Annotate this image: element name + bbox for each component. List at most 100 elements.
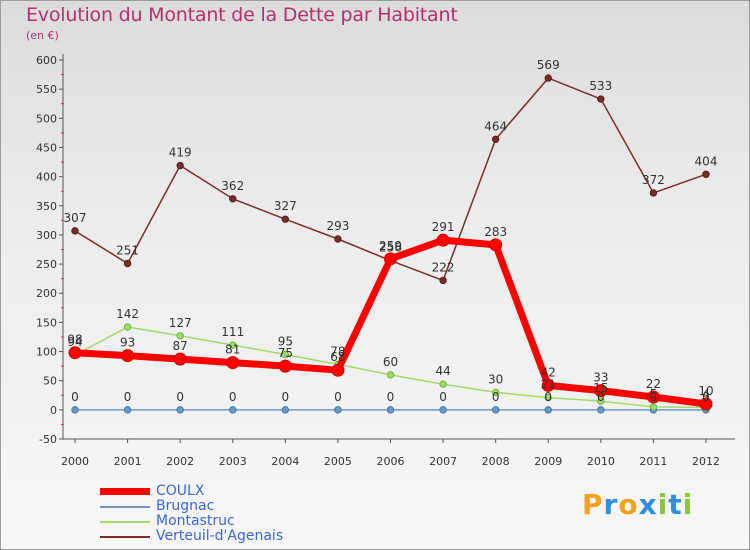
data-label: 87 xyxy=(173,339,188,353)
data-label: 256 xyxy=(379,241,402,255)
data-point xyxy=(649,403,658,411)
data-point xyxy=(544,74,552,82)
data-point xyxy=(489,238,503,252)
data-point xyxy=(702,170,710,178)
data-label: 0 xyxy=(597,390,605,404)
data-label: 5 xyxy=(650,387,658,401)
data-point xyxy=(331,363,345,377)
data-point xyxy=(176,161,184,170)
data-label: 283 xyxy=(484,225,507,239)
data-point xyxy=(597,397,605,405)
data-point xyxy=(597,95,605,103)
y-tick-label: -50 xyxy=(39,433,57,446)
logo-letter: P xyxy=(582,488,604,521)
data-label: 127 xyxy=(169,316,192,330)
data-label: 291 xyxy=(432,220,455,234)
y-tick-label: 450 xyxy=(36,141,57,154)
x-tick-label: 2011 xyxy=(639,455,667,468)
x-tick-label: 2006 xyxy=(377,455,405,468)
proxiti-logo: Proxiti xyxy=(582,488,693,521)
data-point xyxy=(281,350,290,359)
data-label: 0 xyxy=(387,390,395,404)
data-label: 10 xyxy=(698,384,713,398)
x-tick-label: 2003 xyxy=(219,455,247,468)
data-point xyxy=(176,406,184,414)
data-point xyxy=(123,259,132,268)
x-tick-label: 2004 xyxy=(271,455,299,468)
data-point xyxy=(278,359,292,373)
data-label: 0 xyxy=(229,390,237,404)
data-label: 98 xyxy=(67,333,82,347)
legend-swatch-verteuil xyxy=(100,536,150,538)
data-point xyxy=(649,189,658,197)
legend-swatch-coulx xyxy=(100,488,150,495)
data-label: 372 xyxy=(642,173,665,187)
legend-label: Verteuil-d'Agenais xyxy=(156,528,284,544)
data-label: 419 xyxy=(169,146,192,160)
x-tick-label: 2001 xyxy=(114,455,142,468)
y-tick-label: 350 xyxy=(36,200,57,213)
data-point xyxy=(386,406,395,414)
x-tick-label: 2007 xyxy=(429,455,457,468)
data-point xyxy=(229,341,237,349)
data-point xyxy=(699,397,713,411)
data-point xyxy=(121,349,135,363)
x-tick-label: 2002 xyxy=(166,455,194,468)
data-point xyxy=(334,406,342,414)
x-tick-label: 2012 xyxy=(692,455,720,468)
y-tick-label: 550 xyxy=(36,83,57,96)
data-label: 0 xyxy=(544,390,552,404)
data-label: 0 xyxy=(334,390,342,404)
data-point xyxy=(334,235,342,243)
data-point xyxy=(229,195,237,203)
y-tick-label: 100 xyxy=(36,346,57,359)
data-label: 42 xyxy=(541,365,556,379)
legend-label: Montastruc xyxy=(156,513,235,529)
data-label: 95 xyxy=(278,334,293,348)
data-point xyxy=(71,406,79,414)
data-point xyxy=(491,406,500,414)
data-label: 60 xyxy=(383,355,398,369)
data-label: 22 xyxy=(646,377,661,391)
data-point xyxy=(123,406,132,414)
x-tick-label: 2005 xyxy=(324,455,352,468)
y-tick-label: 500 xyxy=(36,112,57,125)
data-label: 0 xyxy=(492,390,500,404)
data-point xyxy=(226,356,240,370)
data-point xyxy=(594,384,608,398)
logo-letter: i xyxy=(657,488,669,521)
data-label: 68 xyxy=(330,350,345,364)
x-tick-label: 2010 xyxy=(587,455,615,468)
x-tick-label: 2009 xyxy=(534,455,562,468)
y-tick-label: 250 xyxy=(36,258,57,271)
chart-title: Evolution du Montant de la Dette par Hab… xyxy=(26,4,458,26)
data-label: 81 xyxy=(225,343,240,357)
y-tick-label: 0 xyxy=(50,404,57,417)
data-label: 93 xyxy=(120,336,135,350)
data-point xyxy=(439,380,447,388)
legend-swatch-brugnac xyxy=(100,506,150,508)
data-label: 4 xyxy=(702,388,710,402)
data-point xyxy=(646,390,660,404)
data-label: 75 xyxy=(278,346,293,360)
data-label: 111 xyxy=(221,325,244,339)
data-label: 0 xyxy=(124,390,132,404)
data-point xyxy=(281,406,290,414)
legend-label: Brugnac xyxy=(156,498,215,514)
data-point xyxy=(173,352,187,366)
data-point xyxy=(176,332,184,340)
legend-swatch-montastruc xyxy=(100,521,150,523)
y-tick-label: 400 xyxy=(36,171,57,184)
data-label: 464 xyxy=(484,119,507,133)
data-point xyxy=(439,406,447,414)
data-label: 0 xyxy=(439,390,447,404)
data-point xyxy=(384,252,397,266)
x-tick-label: 2008 xyxy=(482,455,510,468)
data-label: 142 xyxy=(116,307,139,321)
data-label: 30 xyxy=(488,372,503,386)
legend-label: COULX xyxy=(156,483,205,499)
data-label: 259 xyxy=(379,239,402,253)
data-label: 15 xyxy=(593,381,608,395)
